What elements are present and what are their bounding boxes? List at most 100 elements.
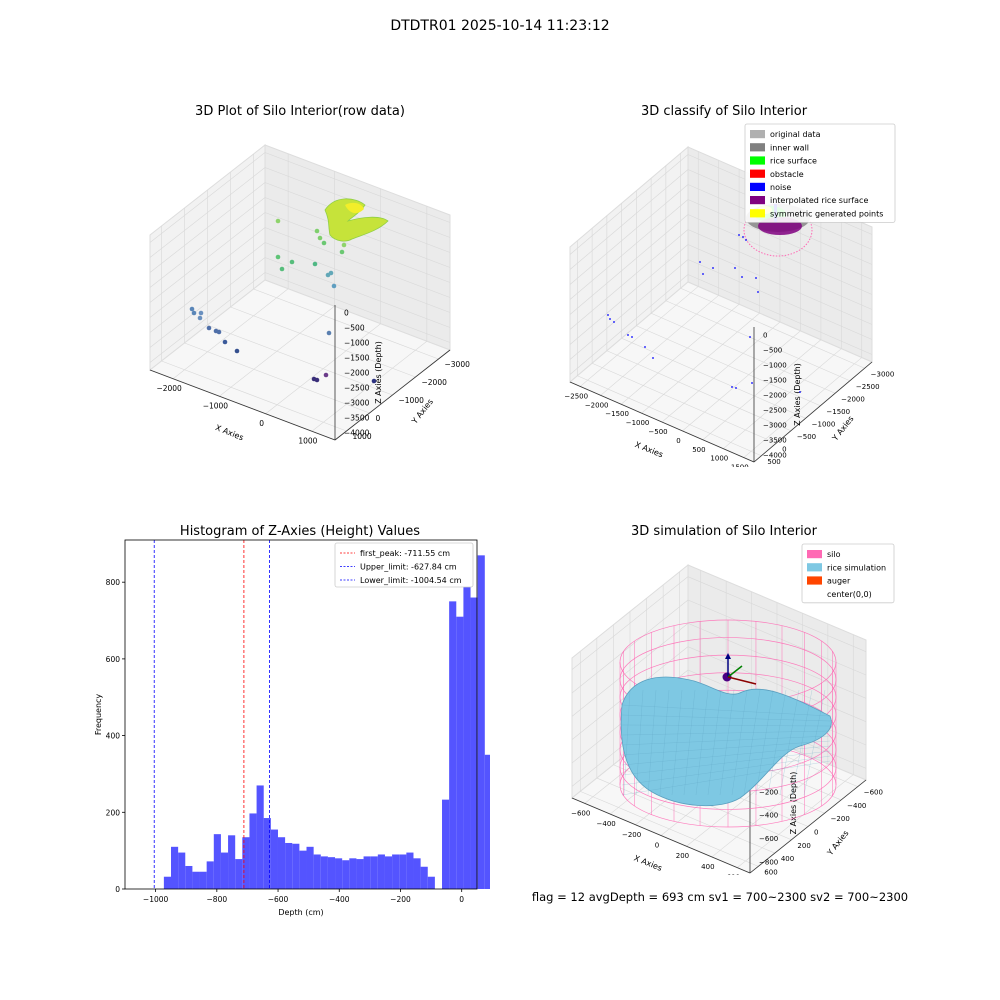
hist-legend-label: Lower_limit: -1004.54 cm xyxy=(360,576,462,585)
rice-mesh-line xyxy=(621,760,831,796)
rice-mesh-line xyxy=(621,735,831,746)
rice-mesh-line xyxy=(683,689,696,796)
y-tick-label: 0 xyxy=(782,445,786,453)
rice-mesh-line xyxy=(621,704,831,717)
hist-bar xyxy=(463,555,471,889)
hist-bar xyxy=(363,856,371,889)
x-axis-label: X Axies xyxy=(214,423,245,442)
z-tick-label: −2500 xyxy=(344,384,370,393)
noise-point xyxy=(613,321,615,323)
raw-data-point xyxy=(331,283,337,289)
hist-bar xyxy=(299,850,307,889)
hist-bar xyxy=(235,859,243,889)
noise-point xyxy=(734,267,736,269)
x-tick-label: −600 xyxy=(571,809,590,817)
grid-line xyxy=(149,197,266,288)
rice-mesh-line xyxy=(695,689,709,796)
y-tick-label: −600 xyxy=(864,789,883,797)
z-tick-label: −3000 xyxy=(763,422,787,430)
raw-data-point xyxy=(198,310,204,316)
x-tick-label: −2000 xyxy=(156,384,182,393)
noise-point xyxy=(607,314,609,316)
x-tick-label: −500 xyxy=(648,428,667,436)
x-tick-label: −1500 xyxy=(605,410,629,418)
rice-mesh-line xyxy=(707,689,722,796)
grid-line xyxy=(687,623,867,699)
grid-line xyxy=(149,152,266,243)
noise-point xyxy=(699,261,701,263)
y-axis-line xyxy=(334,349,451,441)
grid-line xyxy=(580,286,699,387)
x-axis-label: X Axies xyxy=(634,440,665,459)
grid-line xyxy=(569,229,689,330)
grid-line xyxy=(737,774,854,868)
grid-line xyxy=(264,272,451,343)
hist-bar xyxy=(470,597,478,889)
hist-bar xyxy=(171,846,179,889)
noise-point xyxy=(755,277,757,279)
hist-frame xyxy=(124,539,478,890)
grid-line xyxy=(711,763,829,858)
y-tick-label: 0 xyxy=(376,414,381,423)
grid-line xyxy=(569,199,689,300)
raw-data-point xyxy=(216,329,222,335)
rice-mesh-line xyxy=(635,689,644,796)
grid-line xyxy=(149,167,266,258)
grid-line xyxy=(661,321,781,423)
rice-mesh-line xyxy=(621,740,831,756)
z-tick-label: −1000 xyxy=(344,339,370,348)
grid-line xyxy=(265,323,381,414)
grid-line xyxy=(687,199,873,280)
z-tick-label: −600 xyxy=(759,835,778,843)
z-tick-label: −2000 xyxy=(344,369,370,378)
grid-line xyxy=(687,576,867,652)
auger-arrow-z xyxy=(725,653,731,659)
grid-line xyxy=(264,182,451,253)
panel1-title: 3D Plot of Silo Interior(row data) xyxy=(195,104,405,119)
classify-legend-label: interpolated rice surface xyxy=(770,196,868,205)
grid-line xyxy=(641,312,760,414)
z-axis-label: Z Axies (Depth) xyxy=(374,341,383,404)
grid-line xyxy=(620,303,740,405)
hist-bar xyxy=(413,858,421,889)
classify-legend-swatch xyxy=(750,143,765,152)
y-tick-label: 400 xyxy=(106,732,121,741)
grid-line xyxy=(311,341,428,432)
hist-bar xyxy=(228,835,236,889)
grid-line xyxy=(207,324,393,396)
raw-data-point xyxy=(275,254,281,260)
z-tick-label: −4000 xyxy=(344,429,370,438)
classify-legend-swatch xyxy=(750,209,765,218)
raw-data-point xyxy=(189,306,195,312)
x-tick-label: −400 xyxy=(329,895,350,904)
grid-line xyxy=(149,242,266,333)
raw-data-point xyxy=(371,378,377,384)
grid-line xyxy=(569,244,689,345)
y-tick-label: −2000 xyxy=(422,378,448,387)
raw-data-point xyxy=(314,377,320,383)
z-tick-label: −500 xyxy=(344,324,365,333)
rice-mesh-line xyxy=(743,689,761,796)
y-tick-label: 400 xyxy=(781,855,794,863)
grid-line xyxy=(149,212,266,303)
z-axis-label: Z Axies (Depth) xyxy=(789,772,798,835)
grid-line xyxy=(149,272,266,363)
rice-mesh-line xyxy=(621,714,831,722)
grid-line xyxy=(569,154,689,255)
x-tick-label: −1000 xyxy=(143,895,169,904)
status-text: flag = 12 avgDepth = 693 cm sv1 = 700~23… xyxy=(531,890,909,904)
rice-mesh-line xyxy=(779,689,800,796)
hist-bar xyxy=(427,876,435,889)
z-tick-label: 0 xyxy=(344,309,349,318)
noise-point xyxy=(742,236,744,238)
sim-legend-label: auger xyxy=(827,577,851,586)
z-tick-label: −1500 xyxy=(763,377,787,385)
y-axis-label: Frequency xyxy=(94,694,103,736)
classify-legend-swatch xyxy=(750,169,765,178)
noise-point xyxy=(745,239,747,241)
x-tick-label: −800 xyxy=(207,895,228,904)
grid-line xyxy=(569,184,689,285)
classify-legend-swatch xyxy=(750,196,765,205)
y-tick-label: −400 xyxy=(847,802,866,810)
hist-bar xyxy=(456,616,464,889)
